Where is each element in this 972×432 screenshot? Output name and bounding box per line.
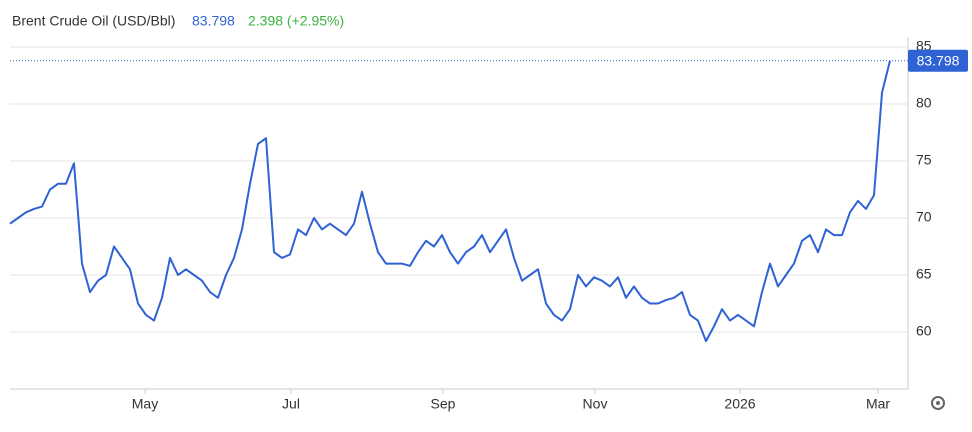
gear-center — [936, 401, 940, 405]
chart-title: Brent Crude Oil (USD/Bbl) — [12, 13, 175, 29]
price-line — [9, 60, 891, 343]
last-price-label: 83.798 — [917, 52, 960, 68]
y-tick-label: 80 — [916, 95, 932, 111]
x-tick-label: Nov — [583, 396, 608, 412]
price-change: 2.398 (+2.95%) — [248, 13, 344, 29]
y-tick-label: 70 — [916, 209, 932, 225]
y-tick-label: 60 — [916, 323, 932, 339]
x-tick-label: Mar — [866, 396, 890, 412]
settings-icon[interactable] — [931, 396, 945, 410]
x-tick-label: Sep — [431, 396, 456, 412]
last-price: 83.798 — [192, 13, 235, 29]
y-tick-label: 75 — [916, 152, 932, 168]
y-tick-label: 65 — [916, 266, 932, 282]
x-tick-label: May — [132, 396, 158, 412]
last-price-box — [908, 49, 968, 72]
x-tick-label: Jul — [282, 396, 300, 412]
gear-ring — [931, 396, 945, 410]
x-tick-label: 2026 — [724, 396, 755, 412]
